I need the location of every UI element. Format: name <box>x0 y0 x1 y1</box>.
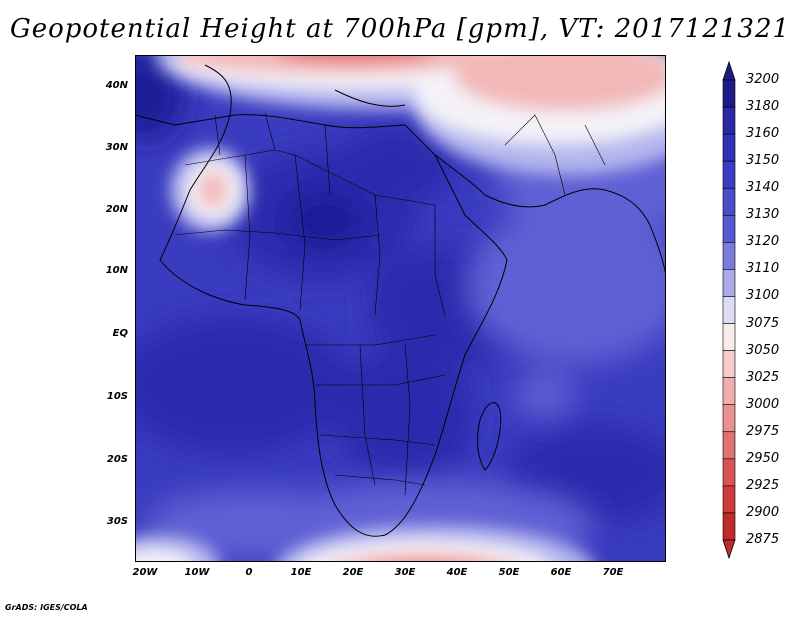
country-borders <box>174 112 606 496</box>
lat-label-40n: 40N <box>105 80 128 91</box>
colorbar-min-arrow <box>722 539 736 560</box>
lat-label-30n: 30N <box>105 142 128 153</box>
colorbar-swatch <box>722 79 736 108</box>
coastlines <box>135 64 666 537</box>
lon-label-20e: 20E <box>342 567 364 578</box>
lon-label-60e: 60E <box>550 567 572 578</box>
lon-label-50e: 50E <box>498 567 520 578</box>
colorbar-swatch <box>722 296 736 324</box>
colorbar-swatch <box>722 404 736 433</box>
colorbar-swatch <box>722 160 736 189</box>
colorbar-max-arrow <box>722 60 736 81</box>
colorbar-level-label: 2875 <box>746 532 780 547</box>
colorbar-level-label: 2900 <box>746 504 780 520</box>
lon-label-0: 0 <box>245 567 253 578</box>
lon-label-30e: 30E <box>394 567 416 578</box>
lat-label-20s: 20S <box>106 454 128 465</box>
colorbar-swatch <box>722 377 736 406</box>
lat-label-eq: EQ <box>112 328 128 339</box>
colorbar-level-label: 3150 <box>746 153 780 169</box>
colorbar-level-label: 3140 <box>746 180 780 196</box>
colorbar-level-label: 3120 <box>746 234 780 250</box>
lat-label-30s: 30S <box>106 516 128 527</box>
colorbar <box>722 60 736 560</box>
lon-label-40e: 40E <box>446 567 468 578</box>
colorbar-swatch <box>722 133 736 162</box>
colorbar-swatch <box>722 187 736 216</box>
colorbar-level-label: 3110 <box>746 261 780 277</box>
chart-title: Geopotential Height at 700hPa [gpm], VT:… <box>9 14 791 44</box>
colorbar-swatch <box>722 431 736 460</box>
colorbar-swatch <box>722 106 736 135</box>
map-panel <box>135 55 666 562</box>
height-field <box>135 55 666 562</box>
colorbar-swatch <box>722 512 736 541</box>
colorbar-swatch <box>722 350 736 378</box>
lat-label-10s: 10S <box>106 391 128 402</box>
colorbar-swatch <box>722 214 736 243</box>
colorbar-level-label: 3000 <box>746 396 780 412</box>
colorbar-level-label: 3025 <box>746 369 780 385</box>
colorbar-level-label: 3180 <box>746 99 780 115</box>
colorbar-swatch <box>722 458 736 487</box>
colorbar-level-label: 3200 <box>746 72 780 87</box>
colorbar-swatch <box>722 323 736 351</box>
lon-label-70e: 70E <box>602 567 624 578</box>
colorbar-swatch <box>722 269 736 297</box>
lat-label-10n: 10N <box>105 265 128 276</box>
colorbar-level-label: 3050 <box>746 342 780 358</box>
lon-label-10w: 10W <box>184 567 210 578</box>
colorbar-level-label: 2950 <box>746 450 780 466</box>
colorbar-swatch <box>722 485 736 514</box>
lon-label-20w: 20W <box>132 567 158 578</box>
lon-label-10e: 10E <box>290 567 312 578</box>
lat-label-20n: 20N <box>105 204 128 215</box>
colorbar-level-label: 3130 <box>746 207 780 223</box>
map-border <box>135 55 666 562</box>
grads-credit: GrADS: IGES/COLA <box>5 603 88 612</box>
colorbar-level-label: 3160 <box>746 126 780 142</box>
colorbar-level-label: 3100 <box>746 288 780 304</box>
colorbar-swatch <box>722 242 736 270</box>
colorbar-level-label: 3075 <box>746 315 780 331</box>
colorbar-level-label: 2925 <box>746 477 780 493</box>
colorbar-level-label: 2975 <box>746 423 780 439</box>
